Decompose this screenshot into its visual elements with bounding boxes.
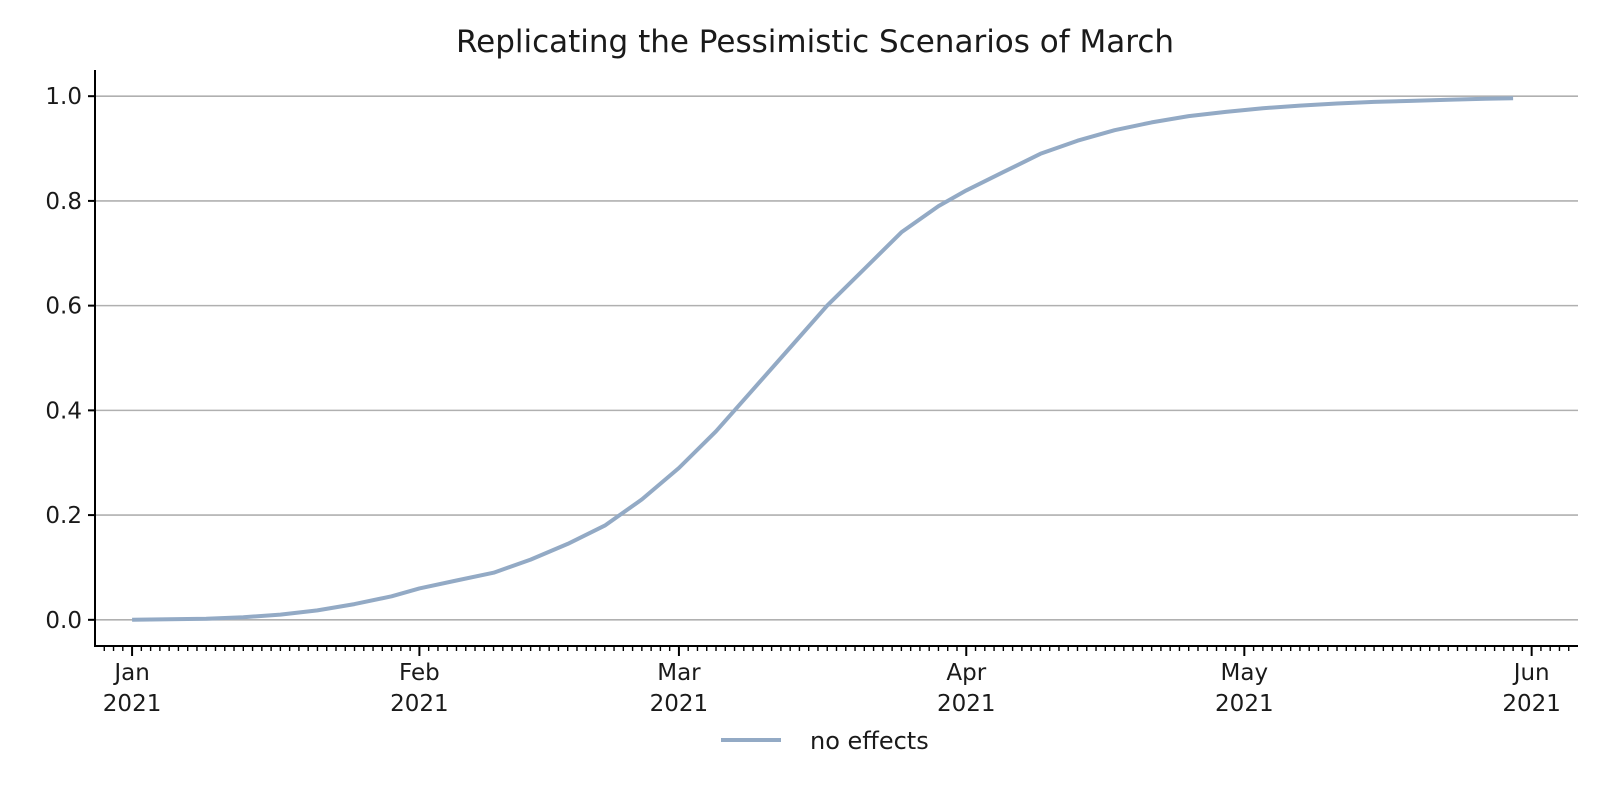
x-tick-label-month: Jun — [1512, 660, 1550, 686]
chart-title: Replicating the Pessimistic Scenarios of… — [456, 24, 1174, 60]
grid-layer — [95, 95, 1578, 621]
x-tick-label-month: Feb — [399, 660, 440, 686]
series-line-no-effects — [132, 96, 1514, 622]
x-tick-label-month: Mar — [657, 660, 701, 686]
series-layer — [132, 96, 1514, 622]
x-tick-label-year: 2021 — [1502, 691, 1561, 717]
x-tick-label-month: Apr — [946, 660, 986, 686]
y-tick-label: 0.2 — [45, 503, 82, 529]
y-tick-label: 0.0 — [45, 608, 82, 634]
x-tick-label-month: May — [1221, 660, 1269, 686]
y-tick-label: 0.8 — [45, 189, 82, 215]
y-tick-label: 1.0 — [45, 84, 82, 110]
legend-label-no-effects: no effects — [810, 727, 929, 755]
x-tick-label-year: 2021 — [390, 691, 449, 717]
x-tick-label-month: Jan — [112, 660, 149, 686]
x-tick-label-year: 2021 — [103, 691, 162, 717]
x-tick-label-year: 2021 — [650, 691, 709, 717]
x-tick-label-year: 2021 — [937, 691, 996, 717]
y-tick-label: 0.6 — [45, 294, 82, 320]
x-ticks: Jan 2021 Feb 2021 Mar 2021 Apr 2021 May 2021 Jun 20… — [103, 646, 1570, 717]
x-tick-label-year: 2021 — [1215, 691, 1274, 717]
y-tick-label: 0.4 — [45, 398, 82, 424]
legend: no effects — [721, 727, 929, 755]
axes-layer — [94, 70, 1578, 647]
y-ticks: 0.0 0.2 0.4 0.6 0.8 1.0 — [45, 84, 95, 634]
